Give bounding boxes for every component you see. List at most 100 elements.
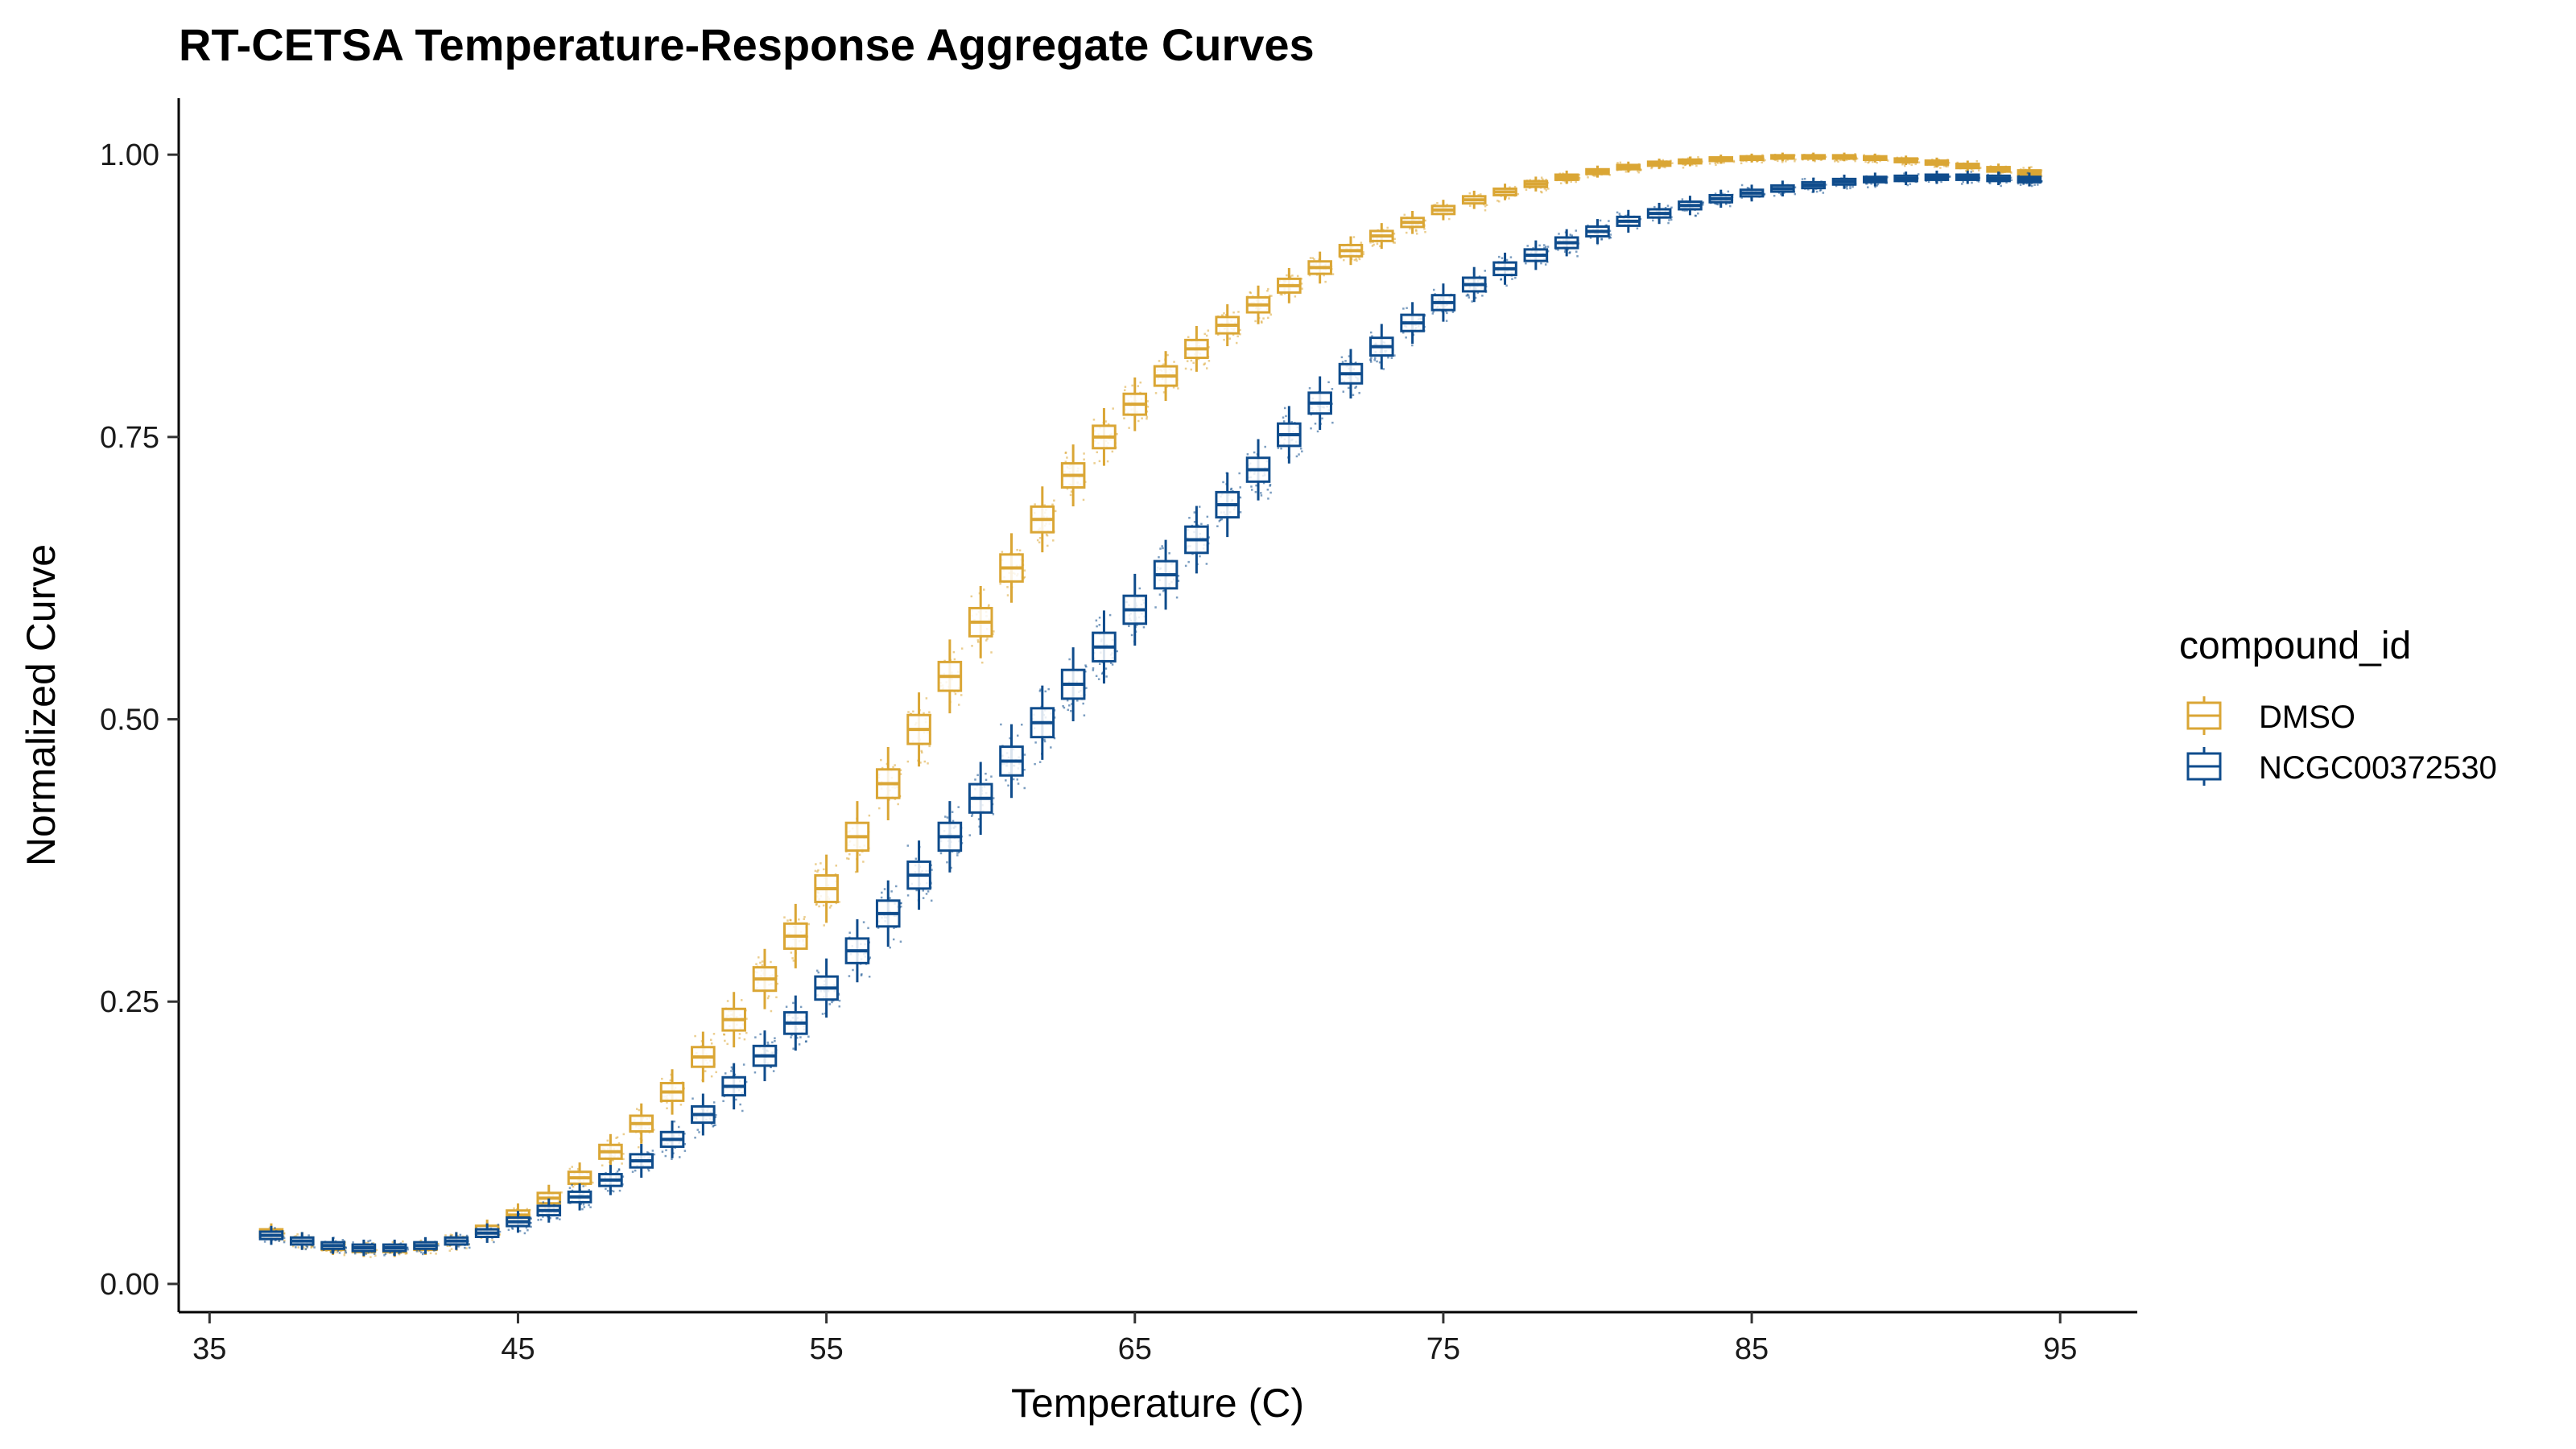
data-point bbox=[369, 1239, 372, 1242]
data-point bbox=[407, 1248, 409, 1251]
data-point bbox=[1352, 394, 1355, 396]
data-point bbox=[1484, 204, 1487, 208]
data-point bbox=[2009, 176, 2013, 179]
data-point bbox=[1664, 166, 1666, 169]
data-point bbox=[493, 1241, 495, 1244]
data-point bbox=[588, 1189, 591, 1191]
data-point bbox=[770, 1009, 773, 1013]
data-point bbox=[951, 811, 954, 813]
data-point bbox=[1971, 181, 1973, 184]
data-point bbox=[1193, 511, 1196, 514]
data-point bbox=[1415, 233, 1418, 235]
x-axis-ticks: 35 45 55 65 75 85 95 bbox=[192, 1312, 2077, 1366]
data-point bbox=[1725, 203, 1728, 205]
data-point bbox=[922, 890, 925, 892]
data-point bbox=[1038, 690, 1042, 692]
data-point bbox=[268, 1226, 271, 1229]
data-point bbox=[1918, 161, 1921, 164]
data-point bbox=[738, 1033, 741, 1035]
data-point bbox=[1541, 191, 1543, 194]
data-point bbox=[1390, 357, 1393, 359]
data-point bbox=[981, 661, 984, 664]
data-point bbox=[928, 711, 931, 713]
data-point bbox=[745, 1031, 748, 1034]
data-point bbox=[1785, 160, 1787, 163]
data-point bbox=[946, 861, 948, 864]
data-point bbox=[1664, 206, 1667, 209]
data-point bbox=[894, 764, 896, 766]
data-point bbox=[691, 1097, 694, 1100]
data-point bbox=[893, 927, 895, 929]
data-point bbox=[1543, 188, 1546, 190]
data-point bbox=[1406, 307, 1408, 309]
data-point bbox=[1815, 190, 1818, 193]
data-point bbox=[530, 1217, 532, 1220]
data-point bbox=[653, 1153, 656, 1156]
data-point bbox=[956, 854, 959, 857]
data-point bbox=[572, 1185, 575, 1188]
data-point bbox=[444, 1234, 447, 1236]
data-point bbox=[1424, 219, 1426, 222]
data-point bbox=[1267, 497, 1269, 500]
data-point bbox=[1740, 184, 1744, 187]
data-point bbox=[274, 1227, 276, 1229]
data-point bbox=[1173, 361, 1175, 363]
data-point bbox=[343, 1253, 346, 1257]
data-point bbox=[459, 1233, 462, 1236]
data-point bbox=[1484, 208, 1487, 212]
data-point bbox=[344, 1249, 347, 1253]
data-point bbox=[384, 1253, 387, 1255]
data-point bbox=[621, 1162, 623, 1165]
data-point bbox=[770, 1066, 772, 1068]
data-point bbox=[1484, 270, 1487, 272]
data-point bbox=[1324, 280, 1327, 283]
data-point bbox=[622, 1158, 625, 1161]
data-point bbox=[1939, 167, 1942, 169]
data-point bbox=[661, 1077, 663, 1080]
data-point bbox=[1016, 734, 1019, 737]
data-point bbox=[1508, 197, 1510, 200]
data-point bbox=[1501, 257, 1504, 259]
data-point bbox=[1373, 357, 1377, 360]
data-point bbox=[1066, 487, 1069, 490]
data-point bbox=[683, 1150, 687, 1152]
data-point bbox=[373, 1253, 376, 1255]
data-point bbox=[1205, 334, 1208, 337]
data-point bbox=[906, 844, 910, 847]
data-point bbox=[1007, 784, 1009, 787]
data-point bbox=[1544, 263, 1547, 266]
data-point bbox=[1084, 664, 1087, 667]
data-point bbox=[291, 1245, 295, 1248]
data-point bbox=[1509, 256, 1513, 258]
data-point bbox=[730, 1066, 733, 1069]
data-point bbox=[1116, 650, 1119, 653]
data-point bbox=[712, 1033, 716, 1035]
data-point bbox=[971, 813, 974, 816]
data-point bbox=[1092, 667, 1095, 670]
data-point bbox=[922, 897, 925, 899]
data-point bbox=[791, 1034, 793, 1037]
y-axis-ticks: 0.00 0.25 0.50 0.75 1.00 bbox=[100, 138, 179, 1302]
data-point bbox=[551, 1203, 554, 1206]
data-point bbox=[1016, 778, 1019, 781]
data-point bbox=[1047, 687, 1050, 691]
data-point bbox=[766, 997, 770, 1000]
data-point bbox=[1347, 386, 1350, 390]
data-point bbox=[1005, 779, 1007, 782]
data-point bbox=[1902, 162, 1905, 165]
data-point bbox=[1480, 193, 1482, 196]
data-point bbox=[1175, 597, 1179, 599]
data-point bbox=[1316, 430, 1319, 433]
data-point bbox=[612, 1190, 615, 1193]
data-point bbox=[1208, 536, 1211, 539]
data-point bbox=[1745, 160, 1748, 163]
data-point bbox=[1340, 356, 1344, 359]
data-point bbox=[1112, 407, 1114, 410]
data-point bbox=[1746, 187, 1749, 189]
data-point bbox=[1095, 675, 1098, 678]
data-point bbox=[646, 1151, 649, 1154]
x-tick-label: 85 bbox=[1735, 1332, 1769, 1366]
data-point bbox=[1876, 161, 1878, 164]
data-point bbox=[1046, 544, 1049, 547]
data-point bbox=[1034, 762, 1036, 766]
